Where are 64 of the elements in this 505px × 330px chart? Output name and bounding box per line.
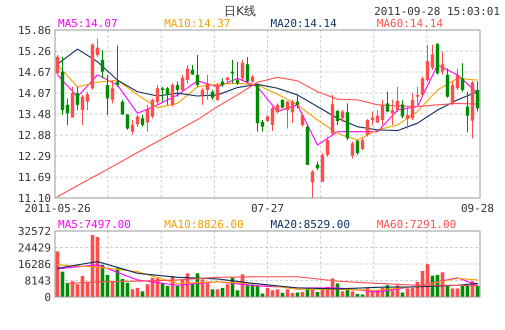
candlestick: [296, 94, 300, 109]
candlestick: [160, 86, 164, 102]
bar: [176, 286, 180, 297]
bar: [446, 285, 450, 297]
candlestick: [110, 80, 114, 104]
text: MA10:8826.00: [164, 218, 244, 231]
y-tick-label: 15.26: [18, 45, 51, 58]
line-series: [56, 76, 478, 198]
text: MA5:7497.00: [58, 218, 131, 231]
bar: [300, 292, 304, 297]
y-tick-label: 14.07: [18, 87, 51, 100]
line-series: [56, 48, 478, 132]
candlestick: [176, 81, 180, 98]
candlestick: [230, 60, 234, 84]
y-tick-label: 0: [44, 291, 51, 304]
x-tick-label: 07-27: [250, 202, 284, 215]
text: MA10:14.37: [164, 17, 230, 30]
x-tick-label: 09-28: [460, 202, 494, 215]
text: 2011-09-28 15:03:01: [374, 5, 500, 18]
y-tick-label: 11.69: [18, 171, 51, 184]
y-tick-label: 24429: [18, 242, 51, 254]
candlestick: [156, 84, 160, 106]
bar: [210, 289, 214, 297]
bar: [400, 292, 404, 297]
candlestick: [166, 86, 170, 106]
bar: [476, 286, 480, 297]
bar: [220, 288, 224, 297]
y-tick-label: 16286: [18, 258, 51, 271]
candlestick: [120, 99, 124, 116]
candlestick: [236, 61, 240, 86]
y-tick-label: 15.86: [18, 24, 51, 37]
bar: [296, 292, 300, 297]
candlestick: [76, 86, 80, 111]
bar: [316, 292, 320, 297]
bar: [350, 291, 354, 297]
candlestick: [406, 106, 410, 129]
candlestick: [360, 138, 364, 150]
x-tick-label: 2011-05-26: [24, 202, 91, 215]
candlestick: [140, 114, 144, 128]
chart-title: 日K线: [224, 4, 256, 18]
bar: [226, 284, 230, 297]
y-tick-label: 8143: [24, 274, 51, 288]
text: MA60:14.14: [376, 17, 444, 30]
candlestick: [200, 88, 204, 106]
text: MA20:14.14: [270, 17, 338, 30]
y-tick-label: 12.29: [18, 150, 51, 163]
y-tick-label: 32572: [18, 225, 51, 238]
bar: [310, 289, 314, 297]
bar: [140, 291, 144, 297]
bar: [280, 292, 284, 297]
bar: [216, 289, 220, 297]
bar: [56, 251, 60, 297]
y-tick-label: 13.48: [18, 108, 51, 121]
candlestick: [466, 91, 470, 133]
y-tick-label: 14.67: [18, 66, 51, 79]
y-tick-label: 12.88: [18, 129, 51, 142]
y-tick-label: 11.10: [18, 192, 51, 205]
candlestick: [300, 112, 304, 128]
text: MA60:7291.00: [376, 218, 456, 231]
candlestick: [390, 99, 394, 126]
bar: [346, 289, 350, 297]
text: MA20:8529.00: [270, 218, 350, 231]
bar: [340, 291, 344, 297]
text: MA5:14.07: [58, 17, 118, 30]
